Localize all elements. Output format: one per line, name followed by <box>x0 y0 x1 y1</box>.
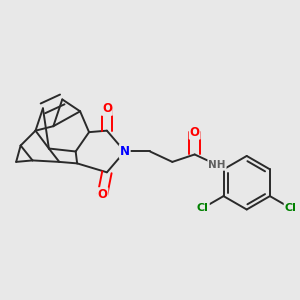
Text: O: O <box>98 188 107 201</box>
Text: NH: NH <box>208 160 226 170</box>
Text: O: O <box>102 102 112 115</box>
Text: Cl: Cl <box>285 203 296 213</box>
Text: N: N <box>120 145 130 158</box>
Text: O: O <box>190 126 200 139</box>
Text: Cl: Cl <box>197 203 209 213</box>
